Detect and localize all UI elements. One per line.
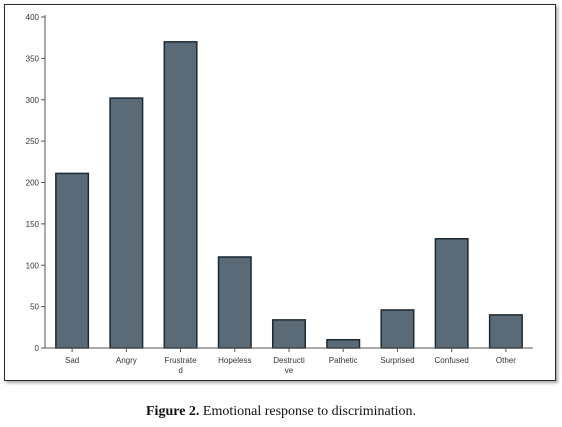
x-tick-label: Destructi ve [273,356,305,375]
bar-hopeless [217,256,252,349]
figure-frame: 0 50 100 150 200 250 300 350 400 Sad Angry Frustra… [4,4,556,381]
x-tick-label: Angry [116,356,137,365]
y-tick-label: 200 [26,179,40,188]
x-tick-label: Confused [435,356,469,365]
y-tick-label: 400 [26,13,40,22]
bar-angry [109,97,144,349]
bar-sad [55,172,90,349]
figure-caption: Figure 2. Emotional response to discrimi… [0,404,562,420]
caption-text: Emotional response to discrimination. [199,404,416,419]
y-tick-label: 50 [30,303,39,312]
bar-pathetic [326,338,361,349]
y-tick-label: 0 [35,344,40,353]
y-tick-label: 350 [26,54,40,63]
y-tick-label: 300 [26,96,40,105]
x-tick-label: Sad [65,356,79,365]
y-tick-label: 100 [26,261,40,270]
bars [55,41,523,349]
bar-frustrated [163,41,198,349]
y-tick-label: 150 [26,220,40,229]
x-tick-label: Frustrate d [165,356,198,375]
x-tick-label: Surprised [380,356,414,365]
x-axis: Sad Angry Frustrate d Hopeless Destructi ve Pat… [45,347,533,375]
x-tick-label: Hopeless [218,356,251,365]
bar-confused [434,238,469,349]
x-tick-label: Pathetic [329,356,358,365]
caption-label: Figure 2. [146,404,200,419]
y-axis: 0 50 100 150 200 250 300 350 400 [26,13,46,353]
bar-destructive [271,319,307,349]
bar-chart: 0 50 100 150 200 250 300 350 400 Sad Angry Frustra… [26,13,533,375]
bar-other [488,314,523,349]
bar-surprised [380,309,415,349]
x-tick-label: Other [496,356,516,365]
y-tick-label: 250 [26,137,40,146]
